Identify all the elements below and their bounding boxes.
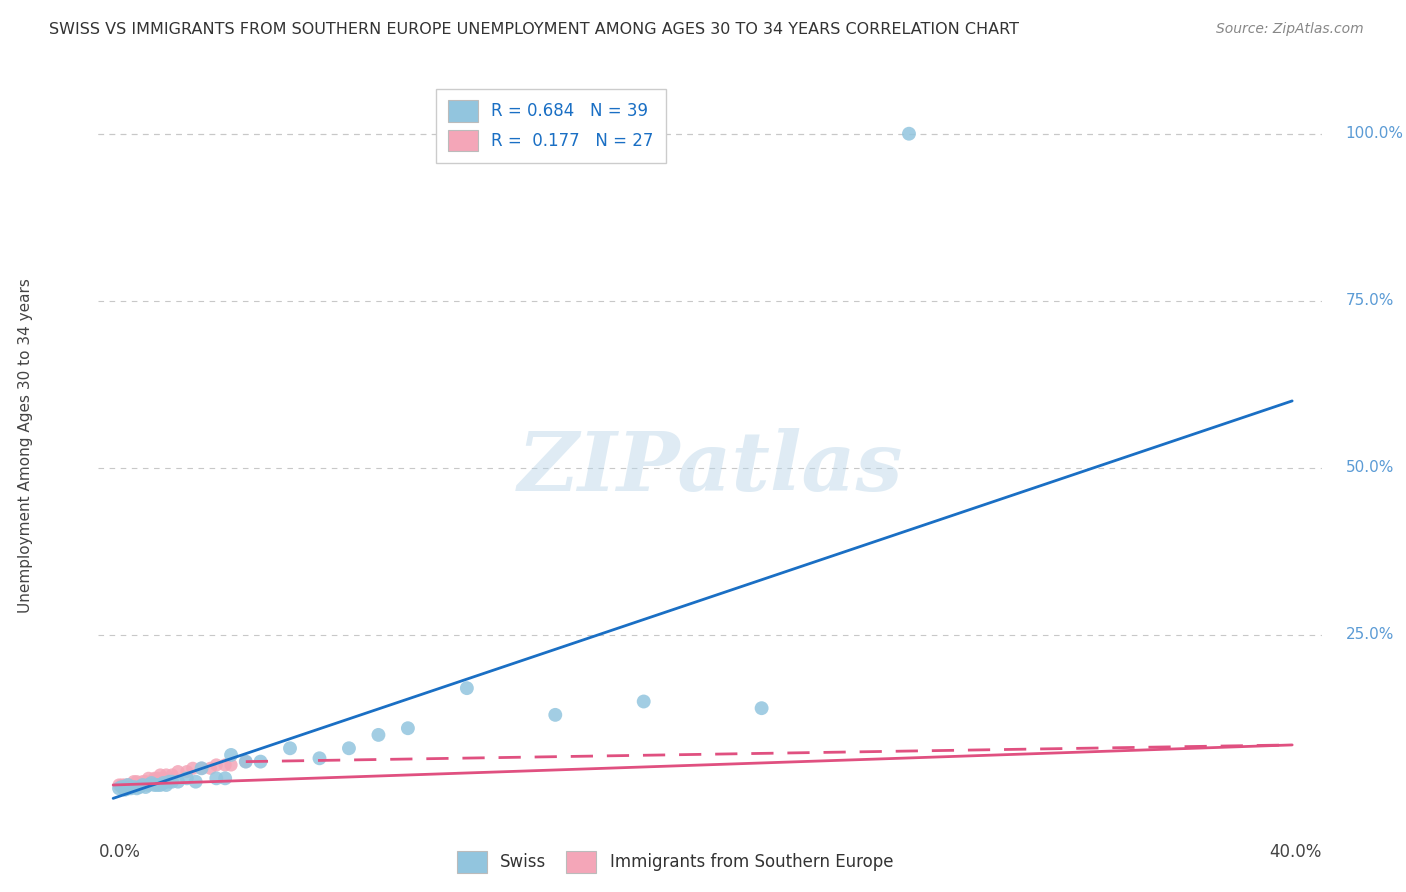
- Point: [167, 774, 190, 789]
- Point: [143, 778, 166, 792]
- Point: [278, 741, 301, 756]
- Point: [125, 781, 148, 796]
- Point: [108, 778, 131, 792]
- Text: 50.0%: 50.0%: [1346, 460, 1393, 475]
- Point: [205, 772, 228, 786]
- Point: [146, 778, 169, 792]
- Point: [190, 761, 212, 775]
- Point: [200, 761, 222, 775]
- Point: [214, 772, 236, 786]
- Point: [157, 774, 180, 789]
- Point: [308, 751, 330, 765]
- Point: [235, 755, 257, 769]
- Point: [176, 764, 198, 779]
- Point: [155, 768, 177, 782]
- Point: [117, 778, 139, 792]
- Point: [117, 778, 139, 792]
- Point: [128, 778, 150, 792]
- Text: 0.0%: 0.0%: [98, 843, 141, 861]
- Point: [122, 780, 145, 794]
- Point: [122, 774, 145, 789]
- Point: [167, 764, 190, 779]
- Point: [160, 774, 183, 789]
- Point: [120, 781, 142, 796]
- Point: [128, 780, 150, 794]
- Point: [111, 780, 134, 794]
- Point: [181, 761, 204, 775]
- Point: [219, 747, 242, 762]
- Text: ZIPatlas: ZIPatlas: [517, 428, 903, 508]
- Point: [152, 772, 174, 786]
- Point: [219, 758, 242, 772]
- Point: [111, 778, 134, 792]
- Point: [141, 774, 163, 789]
- Text: 100.0%: 100.0%: [1346, 127, 1403, 141]
- Point: [138, 778, 160, 792]
- Point: [125, 774, 148, 789]
- Point: [456, 681, 478, 695]
- Legend: Swiss, Immigrants from Southern Europe: Swiss, Immigrants from Southern Europe: [450, 845, 900, 880]
- Point: [131, 778, 153, 792]
- Point: [751, 701, 773, 715]
- Point: [117, 781, 139, 796]
- Point: [149, 778, 172, 792]
- Point: [205, 758, 228, 772]
- Point: [138, 772, 160, 786]
- Point: [114, 782, 136, 797]
- Point: [135, 774, 157, 789]
- Point: [214, 758, 236, 772]
- Point: [544, 707, 567, 722]
- Text: 25.0%: 25.0%: [1346, 627, 1393, 642]
- Point: [143, 772, 166, 786]
- Point: [120, 778, 142, 792]
- Text: SWISS VS IMMIGRANTS FROM SOUTHERN EUROPE UNEMPLOYMENT AMONG AGES 30 TO 34 YEARS : SWISS VS IMMIGRANTS FROM SOUTHERN EUROPE…: [49, 22, 1019, 37]
- Legend: R = 0.684   N = 39, R =  0.177   N = 27: R = 0.684 N = 39, R = 0.177 N = 27: [436, 88, 665, 163]
- Point: [337, 741, 360, 756]
- Text: Unemployment Among Ages 30 to 34 years: Unemployment Among Ages 30 to 34 years: [18, 278, 32, 614]
- Point: [146, 772, 169, 786]
- Text: 75.0%: 75.0%: [1346, 293, 1393, 309]
- Point: [141, 776, 163, 790]
- Point: [176, 772, 198, 786]
- Point: [131, 774, 153, 789]
- Point: [396, 721, 419, 735]
- Text: 40.0%: 40.0%: [1270, 843, 1322, 861]
- Point: [184, 774, 207, 789]
- Point: [633, 694, 655, 708]
- Point: [249, 755, 271, 769]
- Point: [235, 755, 257, 769]
- Point: [114, 778, 136, 792]
- Point: [149, 768, 172, 782]
- Point: [898, 127, 921, 141]
- Point: [108, 781, 131, 796]
- Text: Source: ZipAtlas.com: Source: ZipAtlas.com: [1216, 22, 1364, 37]
- Point: [152, 776, 174, 790]
- Point: [155, 778, 177, 792]
- Point: [190, 761, 212, 775]
- Point: [135, 780, 157, 794]
- Point: [367, 728, 389, 742]
- Point: [160, 768, 183, 782]
